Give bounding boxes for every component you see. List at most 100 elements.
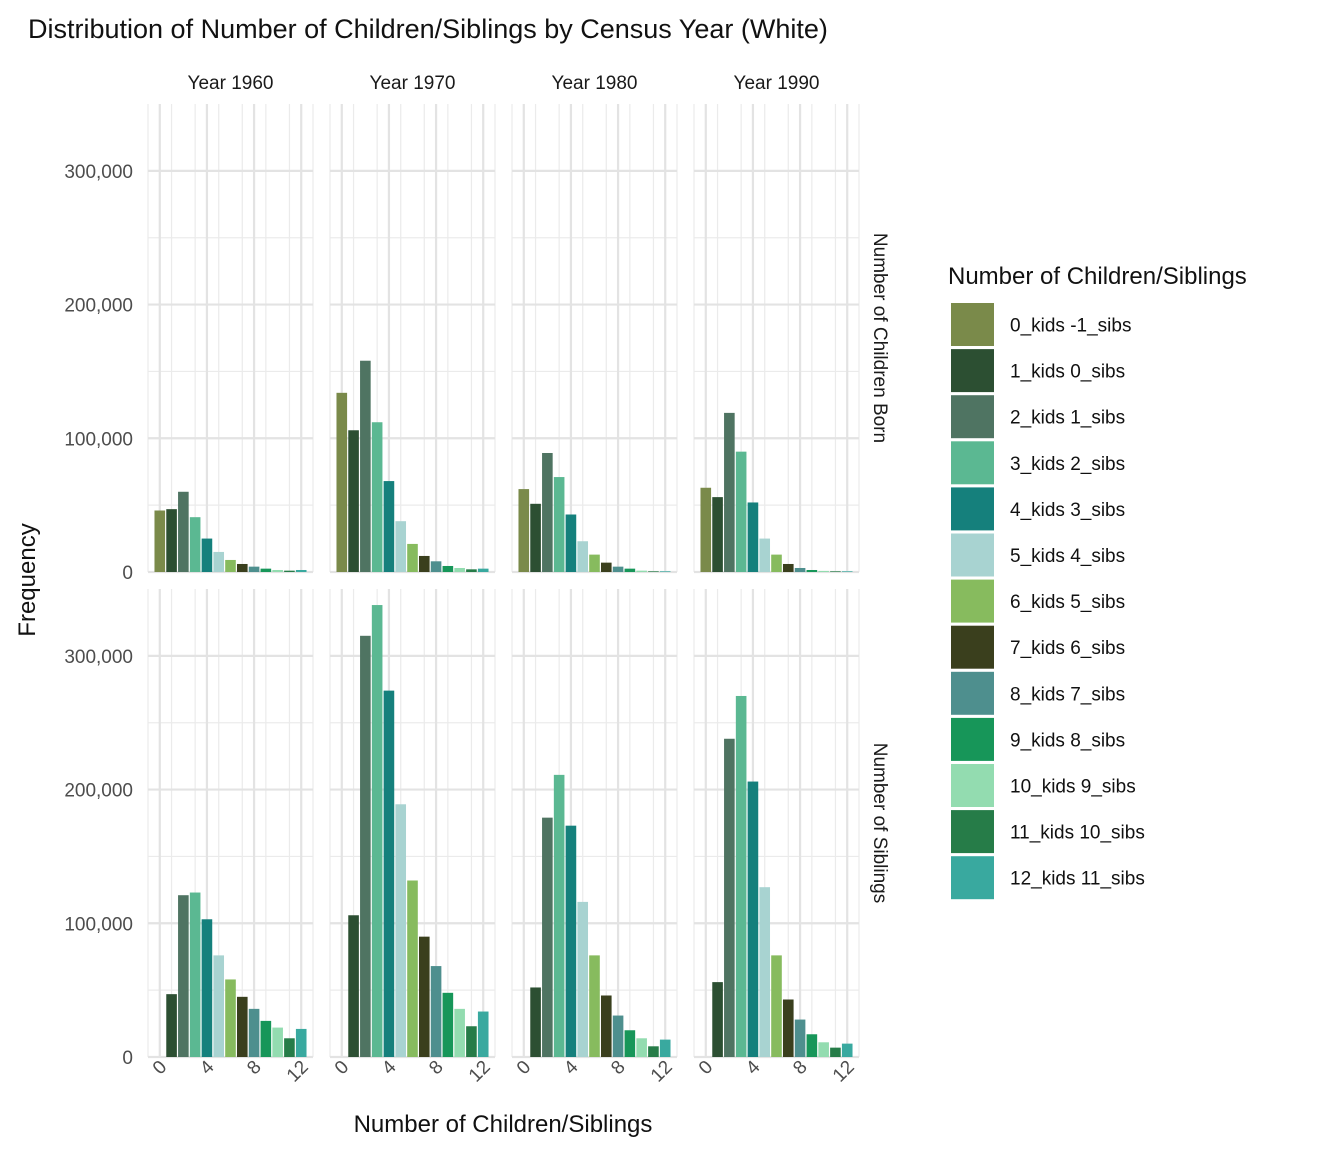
legend-key	[951, 579, 994, 623]
bar	[589, 955, 600, 1057]
legend-label: 5_kids 4_sibs	[1010, 546, 1125, 567]
facet-column-label: Year 1990	[734, 73, 820, 94]
y-tick-label: 200,000	[64, 296, 133, 317]
bar	[771, 554, 782, 572]
legend-label: 12_kids 11_sibs	[1010, 869, 1145, 890]
bar	[782, 563, 794, 572]
bar	[225, 979, 236, 1057]
legend-label: 2_kids 1_sibs	[1010, 408, 1125, 429]
bar	[383, 481, 395, 572]
bar	[466, 1026, 477, 1057]
legend-label: 7_kids 6_sibs	[1010, 638, 1125, 659]
x-tick-label: 4	[196, 1056, 219, 1079]
y-tick-label: 0	[122, 563, 133, 584]
bar	[830, 571, 841, 572]
legend-key	[951, 533, 994, 577]
x-tick-label: 0	[331, 1057, 353, 1079]
bar	[395, 804, 407, 1057]
bar	[336, 392, 348, 572]
facet-column-label: Year 1980	[552, 73, 638, 94]
legend-key	[951, 671, 994, 715]
bar	[612, 566, 624, 572]
bar	[236, 563, 248, 572]
bar	[636, 570, 647, 572]
bar	[442, 565, 454, 572]
bar	[260, 1020, 272, 1057]
bar	[454, 567, 465, 572]
x-tick-label: 4	[560, 1056, 583, 1079]
bar	[272, 569, 283, 572]
y-tick-label: 300,000	[64, 162, 133, 183]
legend-label: 11_kids 10_sibs	[1010, 823, 1145, 844]
bar	[477, 568, 489, 572]
bar	[248, 1008, 260, 1057]
bar	[407, 880, 418, 1057]
bar	[284, 570, 295, 572]
bar	[724, 412, 735, 572]
bar	[794, 567, 806, 572]
x-tick-label: 12	[829, 1057, 859, 1087]
legend-key	[951, 764, 994, 807]
x-tick-label: 8	[425, 1057, 447, 1079]
bar	[371, 605, 383, 1057]
legend-label: 8_kids 7_sibs	[1010, 684, 1125, 705]
bar	[360, 635, 371, 1057]
bar	[735, 695, 747, 1057]
bar	[794, 1019, 806, 1057]
bar	[348, 915, 359, 1057]
y-axis-label: Frequency	[14, 523, 41, 636]
legend-label: 10_kids 9_sibs	[1010, 777, 1136, 798]
legend-key	[951, 487, 994, 531]
bar	[189, 517, 201, 572]
bar	[530, 987, 541, 1057]
bar	[295, 1028, 307, 1057]
bar	[213, 551, 225, 572]
bar	[418, 936, 430, 1057]
y-tick-label: 100,000	[64, 429, 133, 450]
bar	[154, 510, 166, 572]
legend: 0_kids -1_sibs 1_kids 0_sibs 2_kids 1_sibs…	[951, 303, 1145, 900]
bar	[759, 887, 771, 1057]
bar	[348, 430, 359, 572]
chart-title: Distribution of Number of Children/Sibli…	[28, 14, 828, 44]
bar	[577, 541, 589, 572]
facet-column-label: Year 1960	[188, 73, 274, 94]
bar	[648, 571, 659, 572]
legend-key	[951, 810, 994, 854]
legend-label: 4_kids 3_sibs	[1010, 500, 1125, 521]
legend-label: 3_kids 2_sibs	[1010, 454, 1125, 475]
bar	[201, 919, 213, 1057]
bar	[771, 955, 782, 1057]
bar	[225, 559, 236, 572]
x-tick-label: 12	[465, 1057, 495, 1087]
y-tick-label: 200,000	[64, 781, 133, 802]
bar	[818, 1042, 829, 1057]
bar	[648, 1046, 659, 1057]
bar	[624, 568, 636, 572]
bar	[600, 995, 612, 1057]
bar	[759, 538, 771, 572]
bar	[659, 1039, 671, 1057]
bar	[189, 892, 201, 1057]
legend-key	[951, 625, 994, 669]
bar	[565, 514, 577, 572]
x-tick-label: 12	[283, 1057, 313, 1087]
x-tick-label: 4	[742, 1056, 765, 1079]
bar	[806, 1034, 818, 1057]
y-tick-label: 100,000	[64, 914, 133, 935]
bar	[272, 1027, 283, 1057]
bar	[383, 690, 395, 1057]
bar	[553, 774, 565, 1057]
bar	[236, 996, 248, 1057]
x-tick-label: 0	[149, 1057, 171, 1079]
bar	[659, 571, 671, 572]
bar	[565, 825, 577, 1057]
bar	[747, 502, 759, 572]
x-tick-label: 8	[607, 1057, 629, 1079]
bar	[589, 554, 600, 572]
legend-key	[951, 856, 994, 900]
bar	[178, 491, 189, 572]
bar	[295, 569, 307, 572]
bar	[636, 1038, 647, 1057]
bar	[830, 1047, 841, 1057]
